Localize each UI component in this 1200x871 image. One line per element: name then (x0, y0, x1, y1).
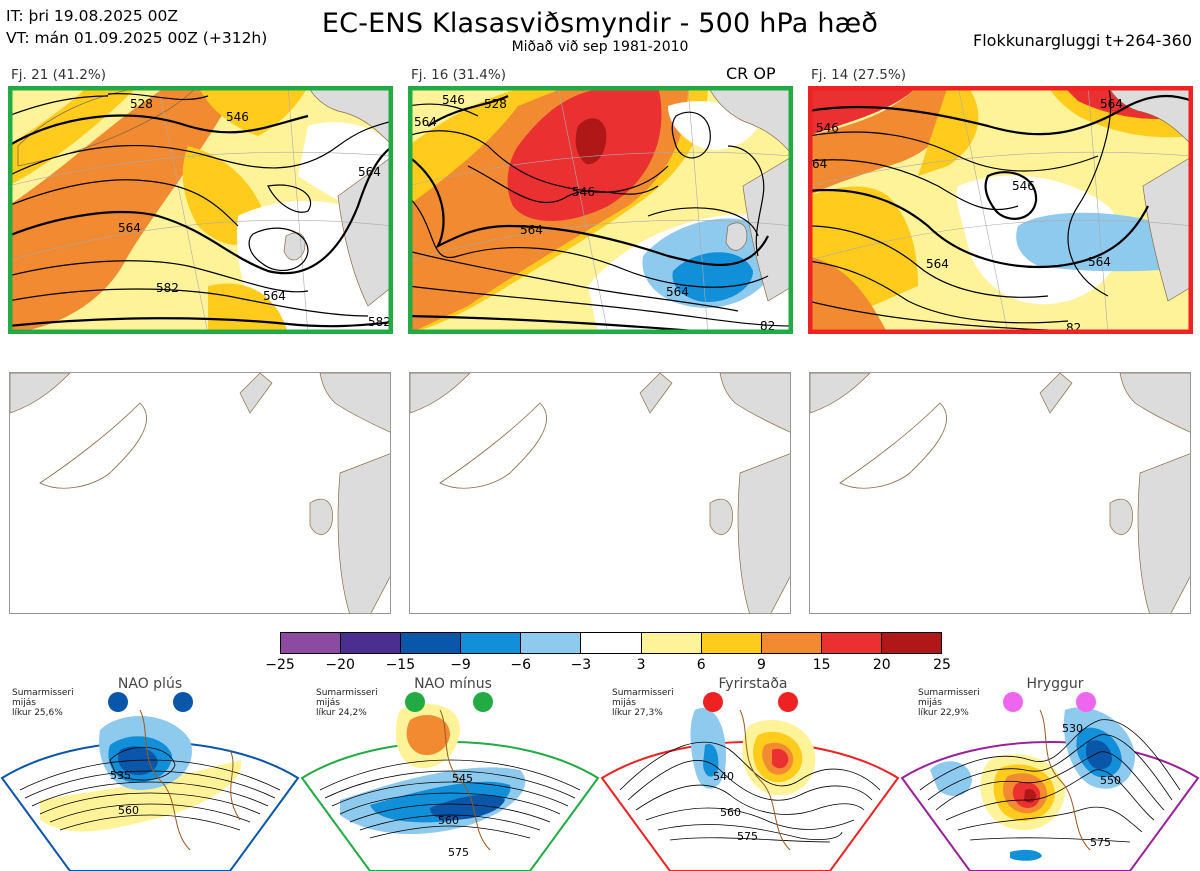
regime-4-title: Hryggur (1026, 676, 1084, 692)
colorbar-tick-label: −6 (510, 657, 532, 673)
anomaly-positive (8, 86, 238, 334)
blank-map-2 (409, 372, 791, 614)
blank-map-3 (809, 372, 1191, 614)
colorbar-swatch (821, 633, 882, 653)
contour-label: 560 (720, 806, 741, 819)
valid-time: VT: mán 01.09.2025 00Z (+312h) (6, 29, 268, 47)
page-subtitle: Miðað við sep 1981-2010 (511, 39, 689, 55)
cluster-border (8, 86, 393, 334)
contour-label: 535 (110, 769, 131, 782)
colorbar-tick-label: −20 (325, 657, 355, 673)
contour-label: 550 (1100, 774, 1121, 787)
cluster-border (408, 86, 793, 334)
contour-label: 545 (452, 772, 473, 785)
colorbar-tick-label: 9 (756, 657, 766, 673)
contour-label: 540 (713, 770, 734, 783)
colorbar-swatch (401, 633, 462, 653)
contour-label: 582 (368, 315, 391, 329)
colorbar-tick-label: −15 (385, 657, 416, 673)
contour-label: 564 (118, 221, 141, 235)
contour-label: 546 (572, 185, 595, 199)
contour-label: 564 (1088, 255, 1111, 269)
regime-1-info: Sumarmisseri mijás líkur 25,6% (12, 688, 74, 718)
contour-label: 564 (520, 223, 543, 237)
contour-label: 575 (737, 830, 758, 843)
regime-3-info: Sumarmisseri mijás líkur 27,3% (612, 688, 674, 718)
contour-label: 546 (816, 121, 839, 135)
colorbar-tick-label: 6 (696, 657, 706, 673)
regime-map-3: 540 560 575 (600, 692, 900, 871)
contour-label: 528 (130, 97, 153, 111)
colorbar-tick-label: −3 (570, 657, 592, 673)
contour-label: 560 (438, 814, 459, 827)
regime-map-1: 535 560 (0, 692, 300, 871)
init-time: IT: þri 19.08.2025 00Z (6, 7, 178, 25)
cluster-map-2: 546 528 564 546 564 564 82 (408, 86, 793, 334)
cluster-border (808, 86, 1193, 334)
contour-label: 560 (118, 804, 139, 817)
colorbar-tick-label: 15 (812, 657, 831, 673)
cluster-map-1: 528 546 564 582 564 564 582 (8, 86, 393, 334)
contour-label: 564 (1100, 97, 1123, 111)
contour-label: 64 (812, 157, 827, 171)
contour-label: 546 (442, 93, 465, 107)
regime-2-info: Sumarmisseri mijás líkur 24,2% (316, 688, 378, 718)
contour-label: 546 (1012, 179, 1035, 193)
colorbar-swatch (521, 633, 582, 653)
colorbar-tick-label: −25 (265, 657, 295, 673)
colorbar-swatch (761, 633, 822, 653)
regime-map-2: 545 560 575 (300, 692, 600, 871)
colorbar-tick-label: 3 (636, 657, 646, 673)
blank-map-1 (9, 372, 391, 614)
contour-label: 564 (666, 285, 689, 299)
colorbar-tick-label: −9 (450, 657, 471, 673)
regime-1-title: NAO plús (117, 676, 183, 692)
colorbar-tick-label: 25 (933, 657, 951, 673)
contour-label: 575 (448, 846, 469, 859)
classification-window: Flokkunargluggi t+264-360 (973, 31, 1192, 50)
contour-label: 546 (226, 110, 249, 124)
contour-label: 564 (926, 257, 949, 271)
contour-label: 564 (358, 165, 381, 179)
contour-label: 575 (1090, 836, 1111, 849)
contour-label: 582 (156, 281, 179, 295)
cluster-map-3: 564 546 64 546 564 564 82 (808, 86, 1193, 334)
forecast-times: IT: þri 19.08.2025 00Z VT: mán 01.09.202… (6, 5, 267, 49)
contour-label: 564 (414, 115, 437, 129)
regime-map-4: 530 550 575 (900, 692, 1200, 871)
cluster-1-label: Fj. 21 (41.2%) (11, 67, 106, 83)
contour-label: 564 (263, 289, 286, 303)
colorbar-swatch (341, 633, 402, 653)
colorbar-tick-label: 20 (872, 657, 891, 673)
op-tag: CR OP (726, 64, 776, 83)
regime-4-info: Sumarmisseri mijás líkur 22,9% (918, 688, 980, 718)
page-title: EC-ENS Klasasviðsmyndir - 500 hPa hæð (321, 8, 879, 39)
cluster-2-label: Fj. 16 (31.4%) (411, 67, 506, 83)
colorbar-swatch (581, 633, 642, 653)
colorbar-swatch (641, 633, 702, 653)
anomaly-negative (1016, 212, 1193, 272)
colorbar-swatch (881, 633, 942, 653)
contour-label: 528 (484, 97, 507, 111)
contour-label: 530 (1062, 722, 1083, 735)
regime-2-title: NAO mínus (414, 676, 492, 692)
colorbar-swatch (281, 633, 342, 653)
colorbar (280, 632, 942, 654)
colorbar-swatch (461, 633, 522, 653)
regime-3-title: Fyrirstaða (718, 676, 788, 692)
cluster-3-label: Fj. 14 (27.5%) (811, 67, 906, 83)
colorbar-swatch (701, 633, 762, 653)
